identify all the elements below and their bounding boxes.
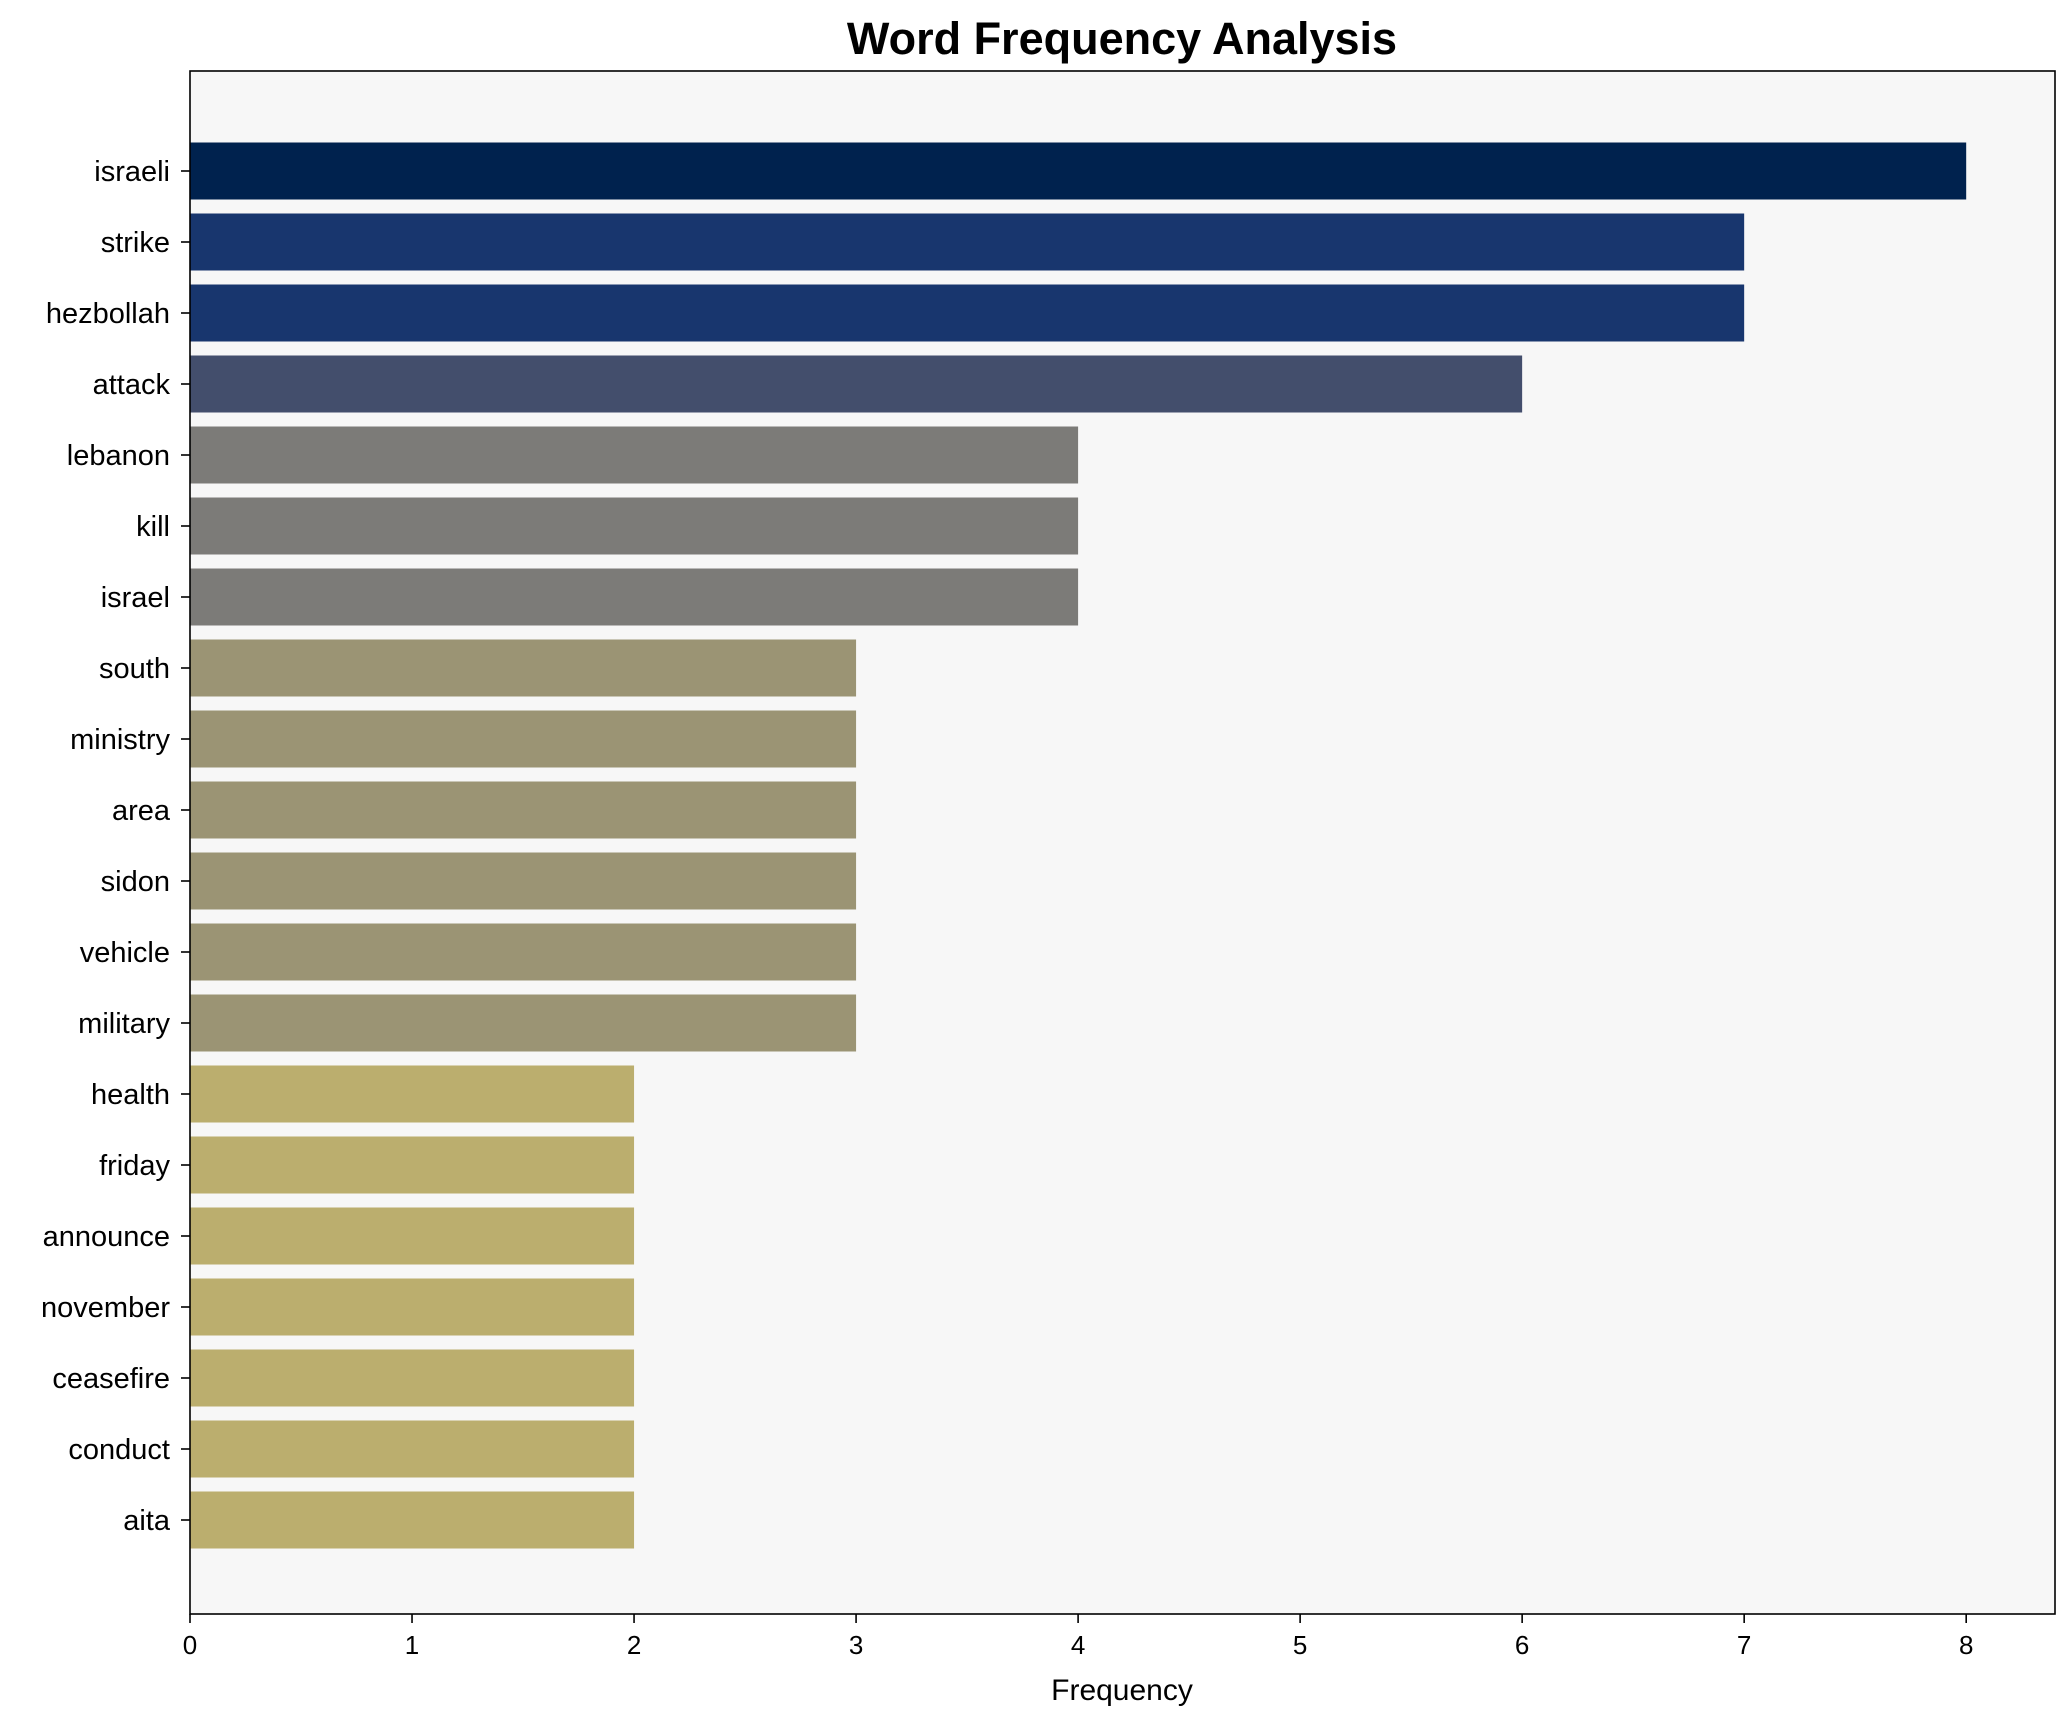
y-tick-label-israeli: israeli	[94, 156, 170, 188]
chart-title: Word Frequency Analysis	[847, 13, 1397, 64]
y-tick-label-conduct: conduct	[68, 1434, 170, 1466]
x-axis-label: Frequency	[1051, 1674, 1193, 1707]
x-axis: 0 1 2 3 4 5 6 7 8	[183, 1614, 1973, 1660]
y-tick-label-attack: attack	[93, 369, 171, 401]
y-tick-label-hezbollah: hezbollah	[46, 298, 170, 330]
x-tick-label: 7	[1737, 1630, 1751, 1660]
x-tick-label: 0	[183, 1630, 197, 1660]
y-tick-label-friday: friday	[99, 1150, 170, 1182]
bar-israeli	[190, 142, 1967, 200]
bar-ceasefire	[190, 1349, 635, 1407]
y-axis: israeli strike hezbollah attack lebanon kill i…	[41, 156, 190, 1537]
bar-south	[190, 639, 857, 697]
y-tick-label-ministry: ministry	[70, 724, 170, 756]
bar-sidon	[190, 852, 857, 910]
plot-frame	[189, 70, 2056, 1615]
bar-announce	[190, 1207, 635, 1265]
y-tick-label-israel: israel	[101, 582, 170, 614]
y-tick-label-lebanon: lebanon	[67, 440, 170, 472]
x-tick-label: 1	[405, 1630, 419, 1660]
bar-aita	[190, 1491, 635, 1549]
y-tick-label-announce: announce	[43, 1221, 170, 1253]
bar-health	[190, 1065, 635, 1123]
x-tick-label: 8	[1959, 1630, 1973, 1660]
y-tick-label-sidon: sidon	[101, 866, 170, 898]
y-tick-label-area: area	[112, 795, 171, 827]
x-tick-label: 4	[1071, 1630, 1085, 1660]
y-tick-label-strike: strike	[101, 227, 170, 259]
bar-military	[190, 994, 857, 1052]
x-tick-label: 2	[627, 1630, 641, 1660]
y-tick-label-health: health	[91, 1079, 170, 1111]
x-tick-label: 3	[849, 1630, 863, 1660]
y-tick-label-aita: aita	[123, 1505, 171, 1537]
bar-conduct	[190, 1420, 635, 1478]
y-tick-label-military: military	[78, 1008, 170, 1040]
y-tick-label-south: south	[99, 653, 170, 685]
bar-area	[190, 781, 857, 839]
y-tick-label-ceasefire: ceasefire	[52, 1363, 170, 1395]
y-tick-label-kill: kill	[136, 511, 170, 543]
bar-strike	[190, 213, 1745, 271]
bar-lebanon	[190, 426, 1079, 484]
bar-vehicle	[190, 923, 857, 981]
bar-ministry	[190, 710, 857, 768]
bar-friday	[190, 1136, 635, 1194]
bar-kill	[190, 497, 1079, 555]
bar-israel	[190, 568, 1079, 626]
bar-november	[190, 1278, 635, 1336]
y-tick-label-november: november	[41, 1292, 170, 1324]
bar-attack	[190, 355, 1523, 413]
x-tick-label: 6	[1515, 1630, 1529, 1660]
y-tick-label-vehicle: vehicle	[80, 937, 170, 969]
bars	[190, 142, 1967, 1549]
x-tick-label: 5	[1293, 1630, 1307, 1660]
bar-hezbollah	[190, 284, 1745, 342]
